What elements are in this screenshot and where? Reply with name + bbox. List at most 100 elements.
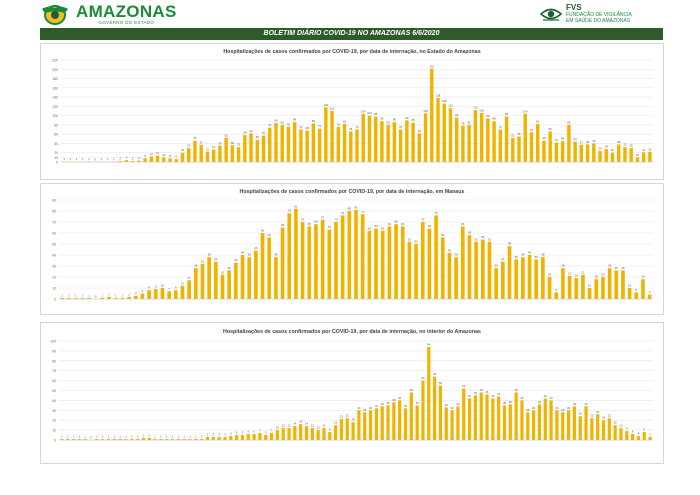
bar: [392, 402, 396, 440]
bar: [205, 437, 210, 440]
data-label: 30: [451, 406, 455, 410]
bar: [454, 117, 459, 162]
bar: [130, 161, 135, 162]
data-label: 64: [428, 224, 432, 228]
data-label: 4: [649, 290, 651, 294]
bar: [67, 297, 71, 299]
data-label: 26: [228, 266, 232, 270]
data-label: 56: [268, 233, 272, 237]
brand-subtitle: GOVERNO DO ESTADO: [98, 19, 155, 25]
data-label: 36: [231, 141, 235, 145]
data-label: 24: [598, 146, 602, 150]
data-label: 6: [253, 430, 255, 434]
data-label: 62: [368, 226, 372, 230]
bar: [421, 380, 425, 440]
bar: [436, 98, 440, 162]
data-label: 42: [448, 248, 452, 252]
bar: [243, 135, 247, 162]
bar: [349, 131, 353, 162]
bar: [494, 268, 498, 299]
data-label: 88: [493, 117, 497, 121]
data-label: 60: [421, 376, 425, 380]
data-label: 68: [314, 220, 318, 224]
bar: [307, 226, 312, 299]
chart-title-state: Hospitalizações de casos confirmados por…: [223, 49, 481, 55]
data-label: 42: [555, 138, 559, 142]
data-label: 30: [369, 406, 373, 410]
data-label: 34: [501, 257, 505, 261]
bar: [438, 385, 443, 440]
data-label: 38: [521, 253, 525, 257]
bar: [427, 228, 432, 299]
bar: [398, 400, 402, 440]
bar: [473, 395, 477, 440]
data-label: 126: [442, 99, 447, 103]
data-label: 40: [550, 396, 554, 400]
y-tick-label: 50: [52, 389, 56, 393]
bar: [205, 151, 210, 162]
bar: [317, 128, 322, 162]
amazonas-logo: AMAZONAS GOVERNO DO ESTADO: [40, 2, 177, 26]
data-label: 86: [293, 118, 297, 122]
data-label: 112: [473, 106, 478, 110]
bar: [299, 424, 303, 440]
bar: [430, 68, 434, 162]
data-label: 24: [579, 412, 583, 416]
y-tick-label: 30: [52, 409, 56, 413]
data-label: 10: [628, 284, 632, 288]
bar: [211, 437, 215, 440]
data-label: 28: [561, 408, 565, 412]
data-label: 1: [101, 157, 103, 161]
bar: [554, 292, 559, 299]
data-label: 2: [132, 157, 134, 161]
data-label: 9: [626, 427, 628, 431]
data-label: 17: [188, 276, 192, 280]
bar: [648, 437, 652, 440]
data-label: 7: [271, 429, 273, 433]
bar: [567, 124, 571, 162]
data-label: 52: [475, 237, 479, 241]
bar: [594, 279, 599, 299]
bar: [174, 159, 178, 162]
bar: [339, 419, 344, 440]
bar: [548, 131, 552, 162]
data-label: 38: [274, 253, 278, 257]
bar: [581, 274, 585, 299]
bar: [380, 406, 384, 440]
bar: [127, 296, 131, 299]
bar: [442, 103, 446, 162]
chart-title-manaus: Hospitalizações de casos confirmados por…: [239, 189, 465, 195]
bar: [521, 257, 525, 299]
data-label: 110: [330, 107, 335, 111]
bar: [601, 277, 605, 299]
data-label: 55: [517, 132, 521, 136]
bar: [500, 261, 505, 299]
data-label: 52: [488, 237, 492, 241]
data-label: 62: [418, 129, 422, 133]
bar: [461, 125, 465, 162]
y-tick-label: 50: [52, 243, 56, 247]
data-label: 18: [641, 275, 645, 279]
bar: [147, 290, 151, 299]
bar: [367, 230, 372, 299]
data-label: 12: [150, 152, 154, 156]
bar: [361, 113, 365, 162]
data-label: 38: [586, 140, 590, 144]
y-tick-label: 90: [52, 349, 56, 353]
data-label: 22: [581, 270, 585, 274]
bar: [619, 428, 623, 440]
data-label: 6: [176, 155, 178, 159]
data-label: 21: [568, 271, 572, 275]
bar: [561, 412, 565, 440]
data-label: 1: [61, 435, 63, 439]
bar: [249, 133, 253, 162]
data-label: 70: [499, 125, 503, 129]
bar: [623, 147, 627, 162]
data-label: 38: [248, 253, 252, 257]
data-label: 82: [536, 119, 540, 123]
data-label: 66: [549, 127, 553, 131]
bar: [327, 229, 332, 299]
data-label: 94: [486, 114, 490, 118]
data-label: 5: [265, 431, 267, 435]
